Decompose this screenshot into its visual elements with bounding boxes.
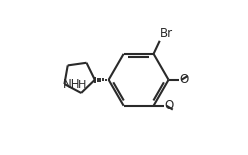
Text: O: O [180, 73, 189, 86]
Text: Br: Br [160, 27, 173, 40]
Text: H: H [78, 80, 86, 90]
Text: NH: NH [62, 78, 80, 91]
Text: O: O [165, 99, 174, 112]
